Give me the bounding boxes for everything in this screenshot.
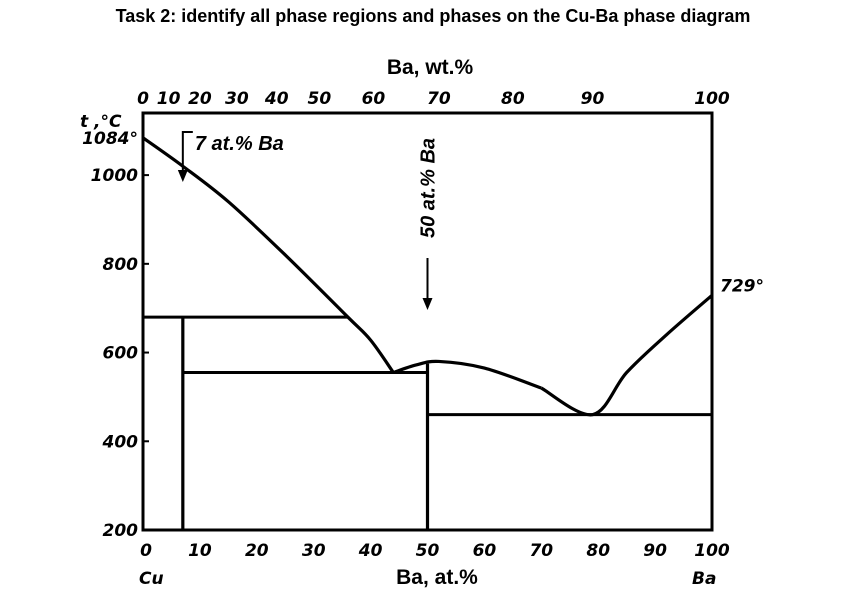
arrow-7-head [177, 170, 188, 182]
y-axis-title: t ,°C [80, 112, 122, 132]
bottom-tick-label: 40 [358, 541, 383, 561]
bottom-tick-label: 30 [302, 541, 326, 561]
bottom-tick-label: 80 [586, 541, 610, 561]
element-ba: Ba [692, 569, 716, 589]
y-tick-label: 400 [102, 432, 139, 452]
top-tick-label: 40 [264, 89, 289, 109]
top-tick-label: 70 [427, 89, 451, 109]
bottom-axis-title: Ba, at.% [396, 566, 478, 589]
liquidus-curve [540, 294, 714, 417]
y-tick-label: 800 [103, 255, 139, 275]
top-tick-label: 60 [362, 89, 386, 109]
bottom-tick-label: 50 [416, 541, 440, 561]
top-tick-label: 90 [581, 89, 605, 109]
bottom-tick-label: 0 [140, 541, 152, 561]
element-cu: Cu [139, 569, 164, 589]
ba-melting-label: 729° [720, 276, 764, 296]
top-axis-title: Ba, wt.% [387, 56, 474, 79]
top-tick-label: 20 [188, 89, 212, 109]
top-tick-label: 0 [137, 89, 149, 109]
top-tick-label: 50 [308, 89, 332, 109]
bottom-tick-label: 60 [473, 541, 497, 561]
bottom-tick-label: 20 [245, 541, 269, 561]
page-title: Task 2: identify all phase regions and p… [115, 6, 751, 26]
bottom-tick-label: 70 [529, 541, 553, 561]
arrow-7-line [181, 131, 193, 178]
compound-7-label: 7 at.% Ba [195, 133, 284, 155]
y-tick-label: 1000 [91, 166, 138, 186]
bottom-tick-label: 10 [188, 541, 212, 561]
y-tick-label: 200 [103, 521, 139, 541]
liquidus-curve [392, 359, 542, 390]
bottom-tick-label: 100 [694, 541, 730, 561]
compound-50-label: 50 at.% Ba [418, 138, 440, 238]
bottom-tick-label: 90 [643, 541, 667, 561]
top-tick-label: 80 [501, 89, 525, 109]
cu-melting-label: 1084° [82, 129, 138, 149]
y-tick-label: 600 [103, 344, 139, 364]
top-tick-label: 100 [694, 89, 730, 109]
top-tick-label: 10 [157, 89, 181, 109]
arrow-50-head [422, 298, 433, 310]
top-tick-label: 30 [225, 89, 249, 109]
